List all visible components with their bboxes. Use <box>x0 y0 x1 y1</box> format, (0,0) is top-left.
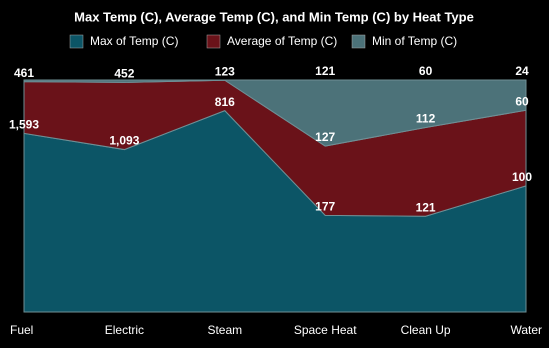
data-label: 127 <box>315 130 335 144</box>
data-label: 816 <box>215 95 235 109</box>
legend-swatch <box>69 34 84 49</box>
area <box>23 79 527 147</box>
data-label: 100 <box>512 170 532 184</box>
x-tick-label: Water <box>510 323 542 337</box>
data-label: 177 <box>315 200 335 214</box>
x-tick-label: Steam <box>207 323 242 337</box>
data-label: 123 <box>215 64 235 78</box>
legend-label: Min of Temp (C) <box>372 34 457 48</box>
data-label: 1,093 <box>109 134 139 148</box>
x-tick-label: Space Heat <box>294 323 357 337</box>
chart-title: Max Temp (C), Average Temp (C), and Min … <box>74 9 474 24</box>
legend-label: Max of Temp (C) <box>90 34 178 48</box>
data-label: 24 <box>515 64 529 78</box>
data-label: 60 <box>515 94 529 108</box>
data-label: 112 <box>416 112 436 126</box>
x-tick-label: Clean Up <box>401 323 451 337</box>
legend-swatch <box>206 34 221 49</box>
legend-label: Average of Temp (C) <box>227 34 337 48</box>
data-label: 121 <box>315 64 335 78</box>
data-label: 121 <box>416 200 436 214</box>
data-label: 461 <box>14 66 34 80</box>
legend-swatch <box>351 34 366 49</box>
x-tick-label: Fuel <box>10 323 33 337</box>
x-tick-label: Electric <box>105 323 144 337</box>
data-label: 1,593 <box>9 118 39 132</box>
data-label: 452 <box>114 67 134 81</box>
data-label: 60 <box>419 64 433 78</box>
